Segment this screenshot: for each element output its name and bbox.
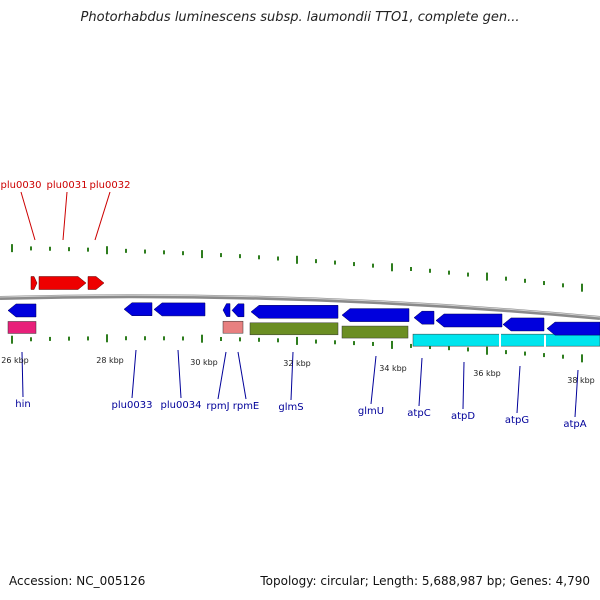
gene-atpD-arrow[interactable] [435, 313, 503, 328]
gene-atpG-arrow[interactable] [502, 317, 545, 332]
scale-label-38-kbp: 38 kbp [567, 376, 595, 385]
feature-hin[interactable] [7, 321, 37, 334]
gene-label-rpmJ[interactable]: rpmJ [206, 401, 229, 412]
gene-label-atpA[interactable]: atpA [563, 419, 586, 430]
gene-plu0033-arrow[interactable] [123, 302, 153, 316]
gene-atpA-arrow[interactable] [546, 321, 600, 336]
gene-plu0030-arrow[interactable] [30, 276, 38, 290]
leader-line-hin [21, 351, 24, 398]
gene-label-glmU[interactable]: glmU [358, 406, 384, 417]
genome-backbone [0, 294, 600, 320]
accession-text: Accession: NC_005126 [9, 574, 146, 588]
gene-label-rpmE[interactable]: rpmE [233, 401, 260, 412]
leader-line-atpG [516, 365, 521, 414]
leader-line-rpmE [237, 351, 247, 400]
gene-label-glmS[interactable]: glmS [278, 402, 303, 413]
gene-glmS-arrow[interactable] [250, 305, 339, 319]
genome-backbone-highlight [0, 294, 600, 318]
scale-label-28-kbp: 28 kbp [96, 356, 124, 365]
leader-line-rpmJ [217, 351, 227, 400]
leader-line-plu0033 [131, 349, 137, 399]
gene-label-atpG[interactable]: atpG [505, 415, 529, 426]
leader-line-plu0030 [20, 191, 36, 241]
gene-label-hin[interactable]: hin [15, 399, 30, 410]
gene-rpmE-arrow[interactable] [231, 303, 245, 318]
leader-line-glmU [370, 355, 377, 405]
leader-line-plu0032 [94, 191, 111, 241]
feature-atp-operon[interactable] [412, 333, 600, 347]
gene-atpC-arrow[interactable] [413, 310, 435, 325]
leader-line-plu0034 [177, 349, 182, 399]
gene-glmU-arrow[interactable] [341, 308, 410, 322]
gene-plu0034-arrow[interactable] [153, 302, 206, 317]
scale-label-36-kbp: 36 kbp [473, 369, 501, 378]
gene-label-plu0030[interactable]: plu0030 [1, 180, 42, 191]
upper-tick-track [11, 244, 583, 292]
feature-rpmJ-rpmE[interactable] [222, 320, 244, 334]
map-title: Photorhabdus luminescens subsp. laumondi… [80, 10, 520, 25]
feature-glmS[interactable] [249, 322, 339, 336]
gene-label-atpC[interactable]: atpC [407, 408, 430, 419]
scale-label-layer: 26 kbp 28 kbp 30 kbp 32 kbp 34 kbp 36 kbp 38 k… [1, 356, 595, 385]
gene-label-atpD[interactable]: atpD [451, 411, 475, 422]
leader-line-glmS [290, 351, 294, 401]
leader-line-atpA [574, 369, 579, 418]
leader-line-atpC [418, 357, 423, 407]
gene-label-layer: plu0030 plu0031 plu0032 hin plu0033 plu0034 rp… [1, 180, 587, 430]
gene-plu0031-arrow[interactable] [38, 276, 87, 290]
scale-label-30-kbp: 30 kbp [190, 358, 218, 367]
scale-label-26-kbp: 26 kbp [1, 356, 29, 365]
gene-hin-arrow[interactable] [7, 303, 37, 318]
gene-track [7, 276, 600, 336]
gene-label-plu0033[interactable]: plu0033 [112, 400, 153, 411]
gene-label-plu0031[interactable]: plu0031 [47, 180, 88, 191]
feature-track [7, 320, 600, 351]
scale-label-32-kbp: 32 kbp [283, 359, 311, 368]
lower-tick-track [11, 334, 583, 363]
gene-rpmJ-arrow[interactable] [222, 303, 231, 317]
genome-stats-text: Topology: circular; Length: 5,688,987 bp… [260, 574, 590, 588]
gene-label-plu0032[interactable]: plu0032 [90, 180, 131, 191]
leader-line-atpD [462, 361, 465, 410]
gene-label-plu0034[interactable]: plu0034 [161, 400, 202, 411]
leader-line-plu0031 [62, 191, 68, 241]
feature-glmU[interactable] [341, 325, 409, 339]
scale-label-34-kbp: 34 kbp [379, 364, 407, 373]
gene-plu0032-arrow[interactable] [87, 276, 105, 290]
